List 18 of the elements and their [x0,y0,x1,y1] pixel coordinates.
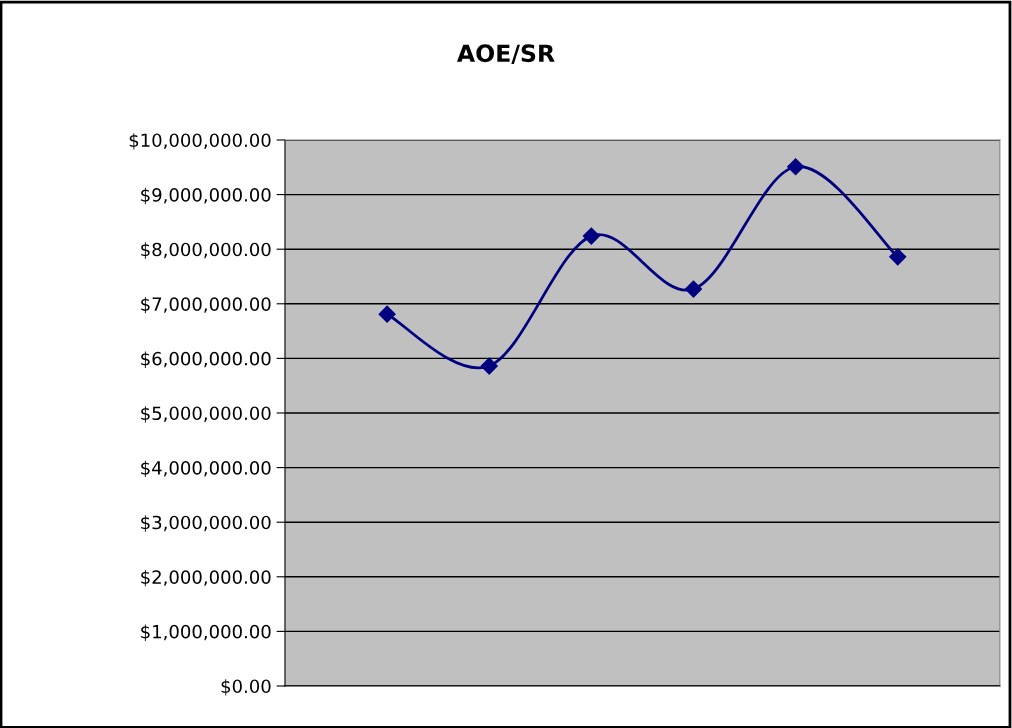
chart-title: AOE/SR [456,44,555,65]
y-tick-label: $4,000,000.00 [141,460,271,478]
point [684,280,703,298]
y-tick-label: $2,000,000.00 [141,569,271,587]
point [889,248,907,266]
y-tick-label: $8,000,000.00 [141,242,271,259]
y-tick-label: $10,000,000.00 [129,133,271,150]
point [378,305,396,323]
y-tick-label: $1,000,000.00 [141,624,271,641]
point [582,227,600,245]
y-tick-label: $5,000,000.00 [141,406,271,423]
point [480,357,498,375]
point [787,158,805,176]
y-tick-label: $0.00 [221,679,271,696]
y-tick-label: $3,000,000.00 [141,515,271,532]
y-tick-label: $6,000,000.00 [141,351,271,368]
y-tick-label: $9,000,000.00 [141,187,271,205]
y-tick-label: $7,000,000.00 [141,296,271,314]
